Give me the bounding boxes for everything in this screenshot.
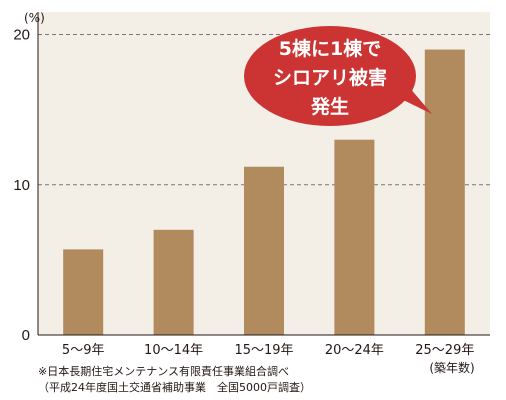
bars bbox=[63, 49, 465, 336]
x-category-label: 15〜19年 bbox=[234, 343, 293, 358]
source-line-2: （平成24年度国土交通省補助事業 全国5000戸調査） bbox=[38, 381, 311, 394]
x-axis-unit: (築年数) bbox=[429, 360, 474, 375]
callout-line-3: 発生 bbox=[310, 95, 349, 118]
y-tick-labels: 0 10 20 bbox=[13, 27, 30, 344]
callout-ellipse bbox=[244, 26, 416, 126]
bar-5 bbox=[424, 49, 465, 336]
source-note: ※日本長期住宅メンテナンス有限責任事業組合調べ （平成24年度国土交通省補助事業… bbox=[38, 364, 311, 396]
callout-bubble: 5棟に1棟で シロアリ被害 発生 bbox=[244, 26, 432, 126]
source-line-1: ※日本長期住宅メンテナンス有限責任事業組合調べ bbox=[38, 365, 289, 378]
y-axis-unit: (%) bbox=[24, 11, 45, 25]
bar-1 bbox=[63, 249, 104, 335]
callout-line-2: シロアリ被害 bbox=[273, 66, 387, 89]
bar-3 bbox=[244, 166, 284, 335]
y-tick-label: 0 bbox=[22, 327, 30, 344]
x-category-label: 5〜9年 bbox=[62, 343, 105, 358]
x-category-label: 10〜14年 bbox=[144, 343, 203, 358]
bar-2 bbox=[153, 229, 194, 335]
callout-line-1: 5棟に1棟で bbox=[279, 37, 381, 60]
x-category-labels: 5〜9年 10〜14年 15〜19年 20〜24年 25〜29年 bbox=[62, 343, 474, 358]
bar-4 bbox=[334, 139, 375, 335]
callout-tail bbox=[395, 80, 432, 114]
x-category-label: 20〜24年 bbox=[325, 343, 384, 358]
y-tick-label: 20 bbox=[13, 27, 30, 44]
x-category-label: 25〜29年 bbox=[415, 343, 474, 358]
y-tick-label: 10 bbox=[13, 177, 30, 194]
